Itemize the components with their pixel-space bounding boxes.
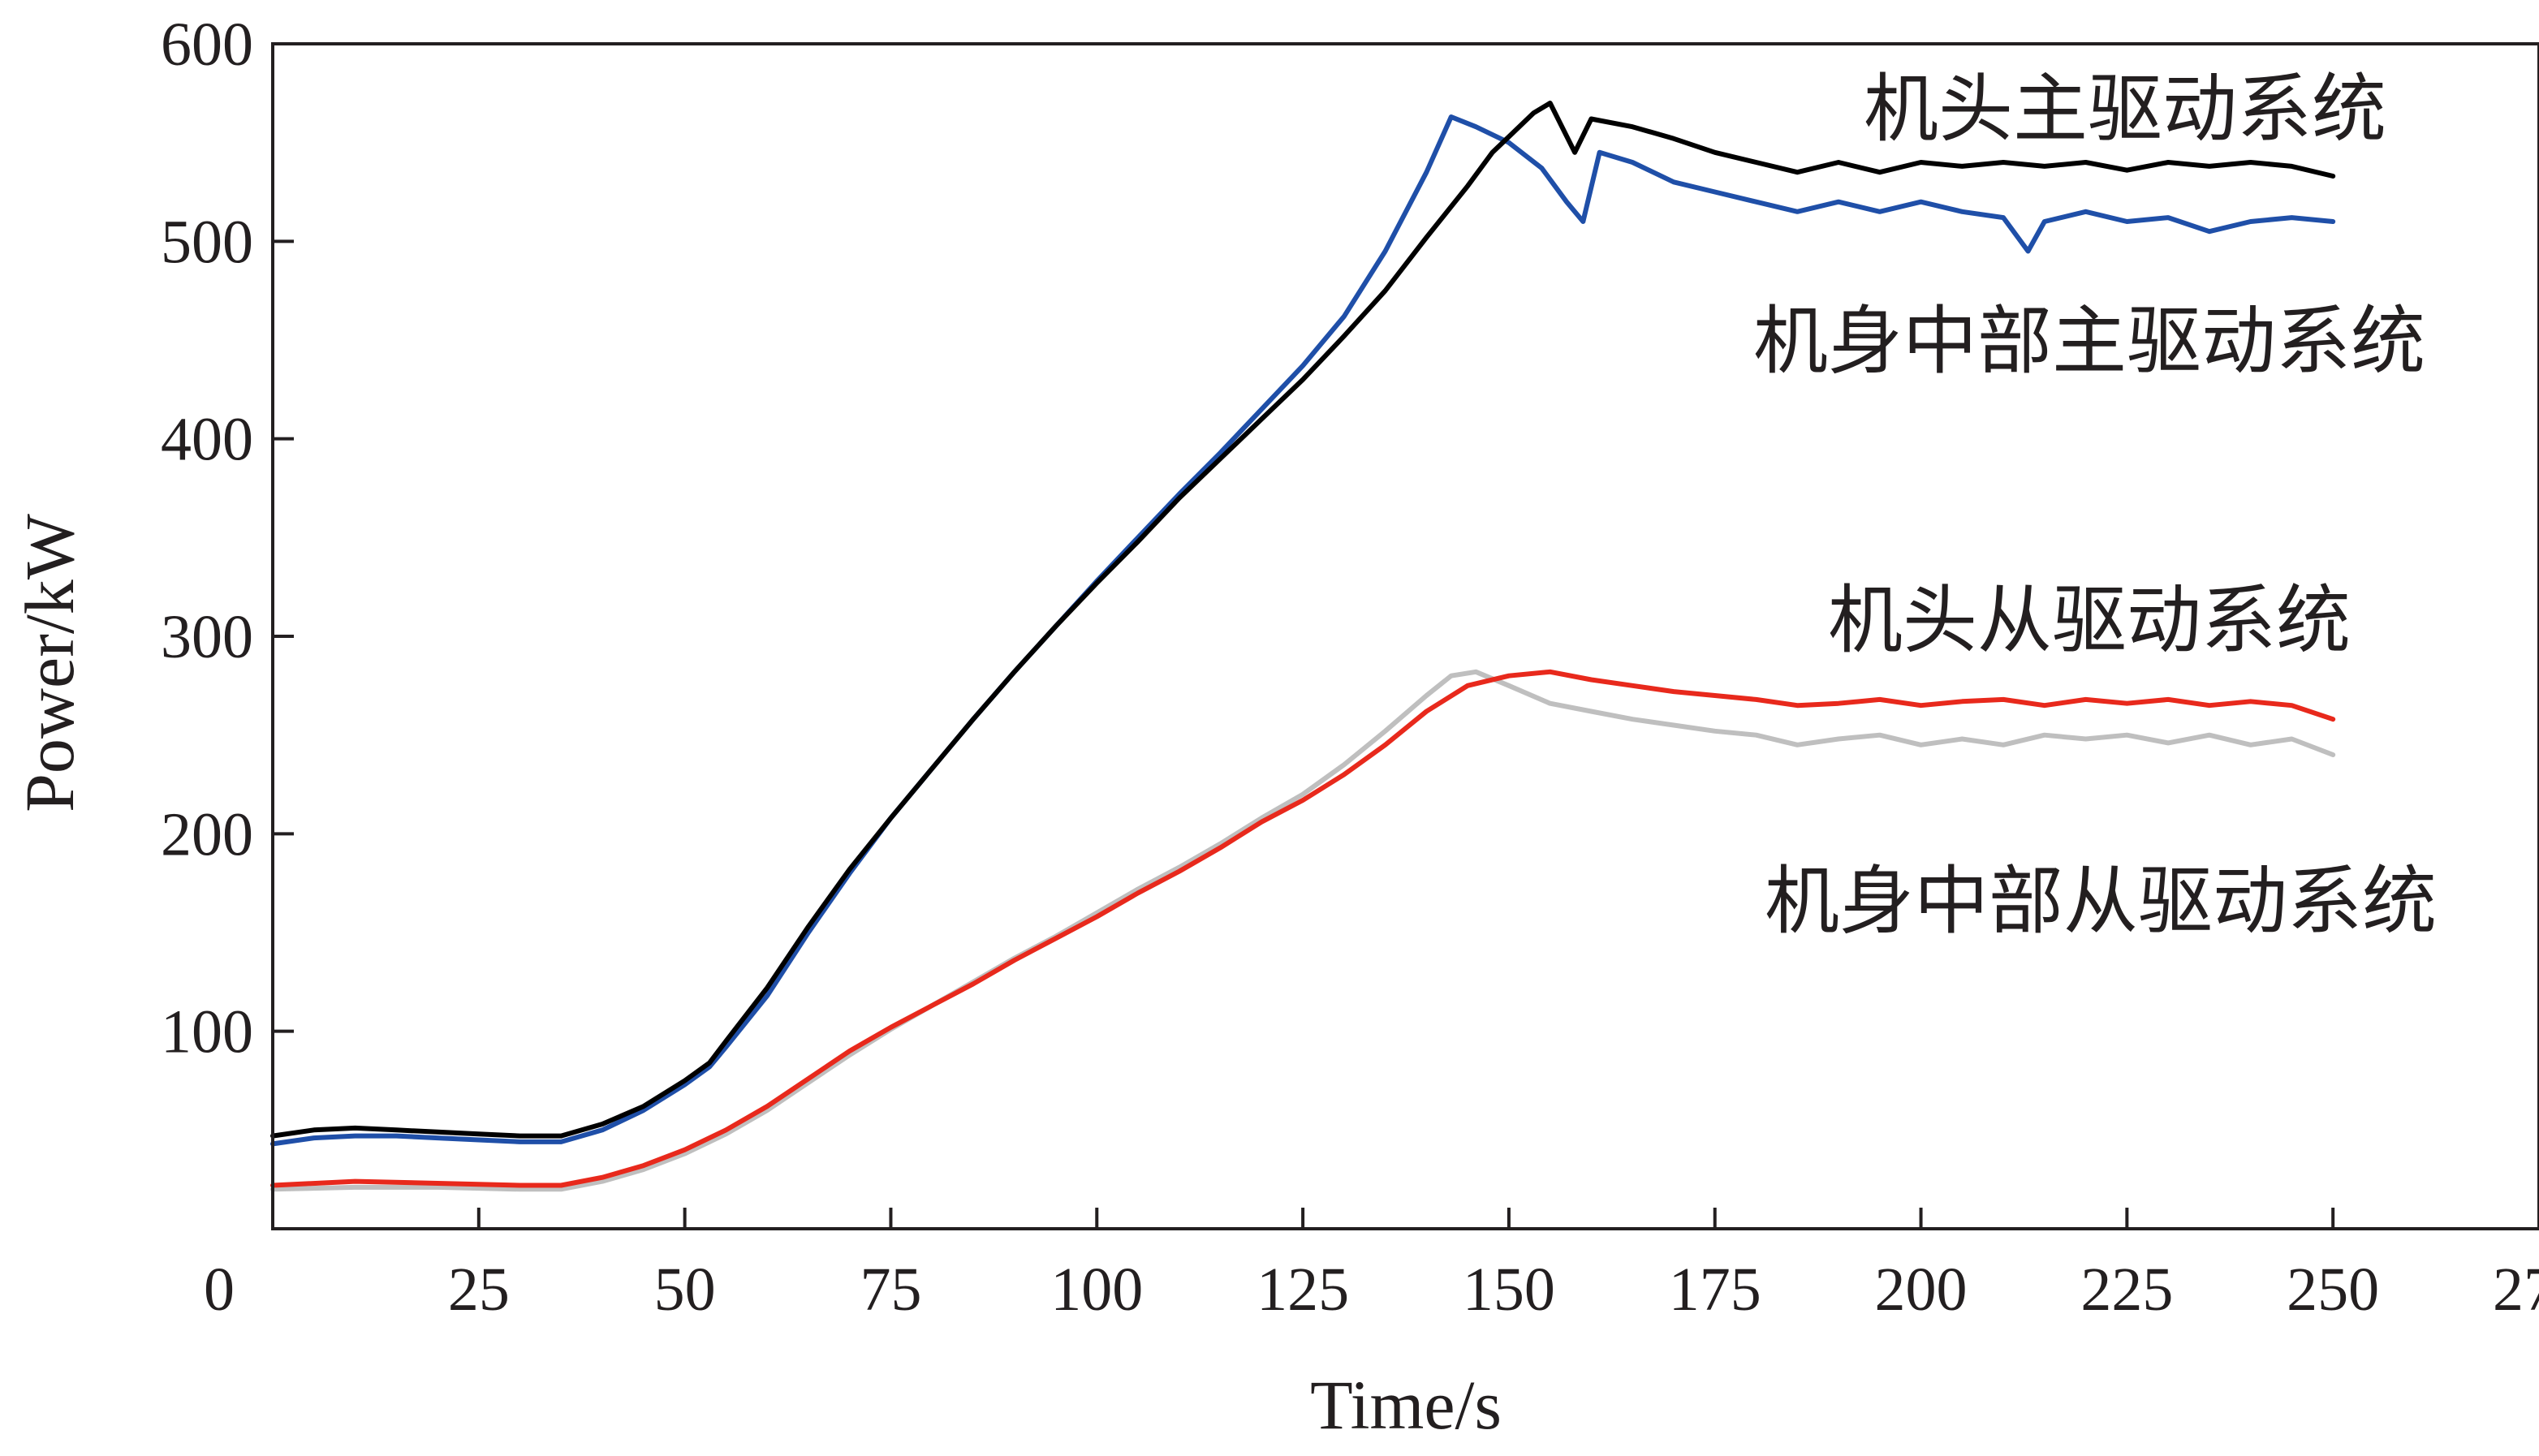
annotation-head-main-drive: 机头主驱动系统 <box>1864 66 2386 153</box>
y-axis-title: Power/kW <box>11 514 88 812</box>
x-axis: 0 25 50 75 100 125 150 175 200 225 250 275 <box>204 1208 2539 1324</box>
y-tick-label-2: 300 <box>161 603 253 671</box>
series-line-2 <box>270 114 2336 1147</box>
y-tick-label-1: 200 <box>161 800 253 868</box>
y-tick-label-5: 600 <box>161 11 253 79</box>
x-tick-label-0: 0 <box>204 1256 235 1324</box>
series-layer <box>270 101 2336 1192</box>
series-line-1 <box>270 669 2336 1188</box>
series-line-3 <box>270 101 2336 1139</box>
x-tick-label-8: 200 <box>1875 1256 1968 1324</box>
y-tick-label-4: 500 <box>161 208 253 276</box>
x-tick-label-5: 125 <box>1257 1256 1349 1324</box>
x-tick-label-2: 50 <box>654 1256 716 1324</box>
x-tick-label-4: 100 <box>1050 1256 1143 1324</box>
x-tick-label-10: 250 <box>2287 1256 2379 1324</box>
x-tick-label-6: 150 <box>1463 1256 1555 1324</box>
y-axis: 100 200 300 400 500 600 <box>161 11 294 1066</box>
annotation-head-slave-drive: 机头从驱动系统 <box>1828 577 2351 664</box>
x-tick-label-1: 25 <box>448 1256 510 1324</box>
y-tick-label-0: 100 <box>161 998 253 1066</box>
x-tick-label-9: 225 <box>2080 1256 2173 1324</box>
x-tick-label-11: 275 <box>2493 1256 2539 1324</box>
x-tick-label-3: 75 <box>860 1256 921 1324</box>
annotation-mid-body-main-drive: 机身中部主驱动系统 <box>1753 298 2425 385</box>
x-axis-title: Time/s <box>1310 1366 1502 1444</box>
annotation-mid-body-slave-drive: 机身中部从驱动系统 <box>1765 858 2437 945</box>
y-tick-label-3: 400 <box>161 406 253 474</box>
x-tick-label-7: 175 <box>1669 1256 1761 1324</box>
series-line-0 <box>270 669 2336 1192</box>
